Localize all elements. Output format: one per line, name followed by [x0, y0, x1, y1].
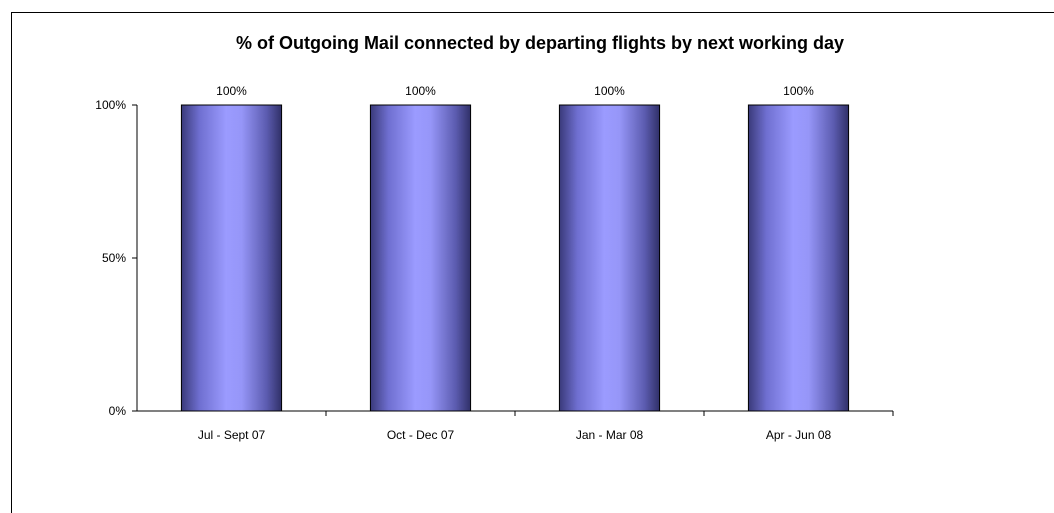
x-axis-ticks: [325, 411, 894, 416]
y-tick-label: 0%: [109, 404, 127, 418]
data-label: 100%: [594, 84, 625, 98]
category-label: Apr - Jun 08: [766, 428, 832, 442]
y-tick-label: 100%: [95, 98, 126, 112]
y-tick-label: 50%: [102, 251, 126, 265]
data-label: 100%: [216, 84, 247, 98]
y-axis-ticks: 0% 50% 100%: [95, 98, 137, 418]
category-labels: Jul - Sept 07 Oct - Dec 07 Jan - Mar 08 Apr…: [198, 428, 832, 442]
chart-frame: [11, 12, 1054, 513]
category-label: Jan - Mar 08: [576, 428, 644, 442]
bar: [180, 104, 283, 412]
category-label: Jul - Sept 07: [198, 428, 266, 442]
bar: [747, 104, 850, 412]
bar: [369, 104, 472, 412]
data-label: 100%: [405, 84, 436, 98]
category-label: Oct - Dec 07: [387, 428, 455, 442]
bars: [180, 104, 850, 412]
data-label: 100%: [783, 84, 814, 98]
chart-title: % of Outgoing Mail connected by departin…: [236, 33, 844, 53]
data-labels: 100% 100% 100% 100%: [216, 84, 814, 98]
bar: [558, 104, 661, 412]
